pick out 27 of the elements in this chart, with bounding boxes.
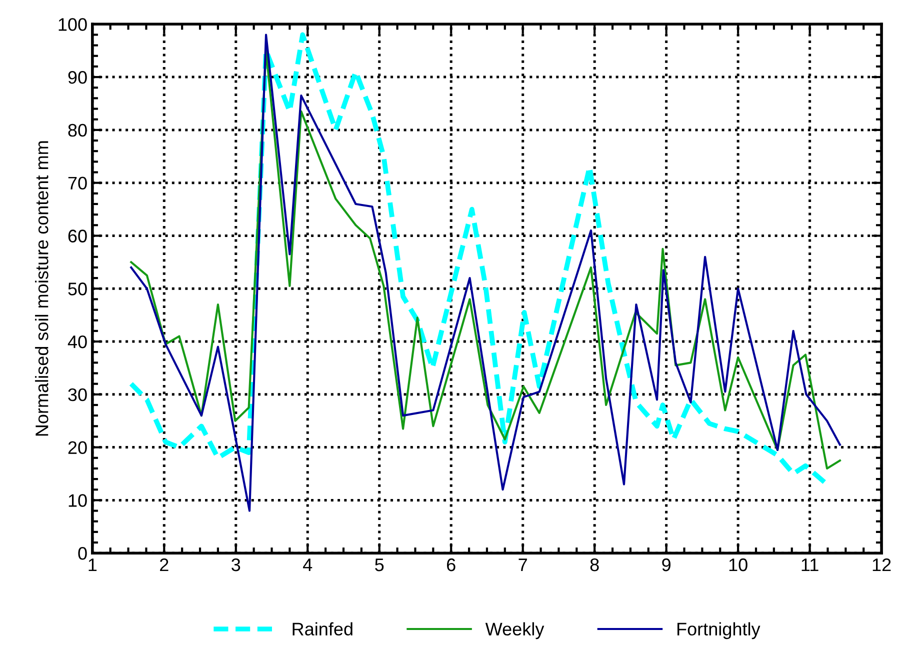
y-tick-label: 80: [68, 124, 87, 137]
x-tick-label: 11: [802, 558, 818, 572]
x-tick-label: 2: [160, 558, 168, 572]
y-tick-label: 100: [58, 18, 87, 31]
x-tick-label: 10: [729, 558, 748, 572]
y-tick-label: 0: [78, 547, 87, 560]
y-tick-label: 20: [68, 441, 87, 454]
x-tick-label: 3: [232, 558, 240, 572]
y-tick-label: 30: [68, 388, 87, 402]
y-tick-label: 10: [68, 494, 87, 507]
x-tick-label: 9: [662, 558, 670, 572]
x-tick-label: 12: [872, 558, 891, 572]
x-tick-label: 7: [518, 558, 527, 572]
y-tick-label: 60: [68, 230, 87, 242]
x-tick-label: 4: [303, 558, 312, 572]
x-tick-label: 5: [375, 558, 384, 572]
legend-label: Weekly: [485, 622, 544, 640]
legend-label: Rainfed: [292, 622, 352, 636]
y-axis-title: Normalised soil moisture content mm: [35, 141, 48, 436]
y-tick-label: 70: [68, 176, 87, 190]
y-tick-label: 50: [68, 282, 87, 296]
x-tick-label: 8: [590, 558, 599, 572]
x-tick-label: 6: [447, 558, 456, 572]
legend-label: Fortnightly: [677, 622, 760, 640]
y-tick-label: 40: [68, 335, 87, 348]
y-tick-label: 90: [68, 70, 87, 84]
x-tick-label: 1: [88, 558, 97, 572]
